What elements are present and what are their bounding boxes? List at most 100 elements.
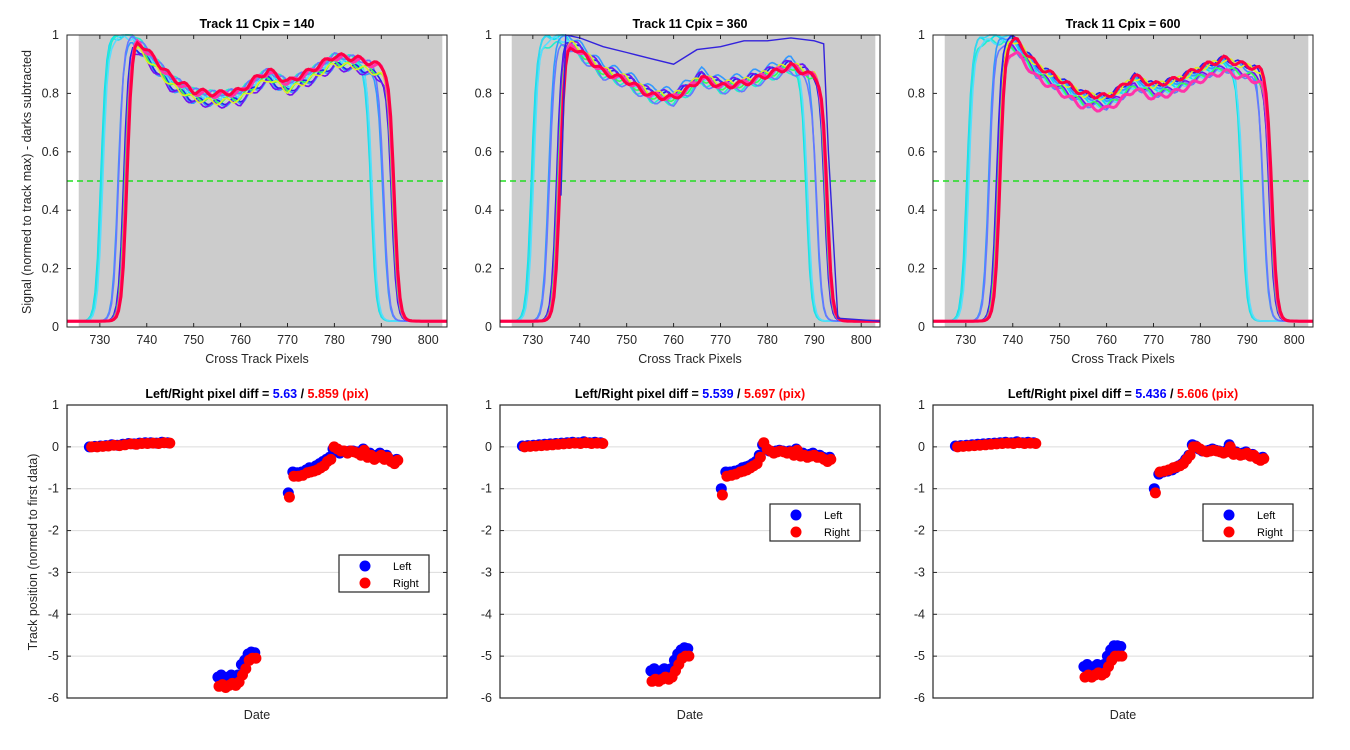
chart-title: Left/Right pixel diff = 5.63 / 5.859 (pi…	[145, 387, 368, 401]
y-tick-label: -4	[481, 607, 492, 621]
x-tick-label: 750	[1049, 333, 1070, 347]
x-tick-label: 780	[324, 333, 345, 347]
y-tick-label: 0	[918, 320, 925, 334]
legend-marker-left	[1224, 510, 1235, 521]
point-left	[1115, 641, 1126, 652]
legend: Left Right	[1203, 504, 1293, 541]
y-tick-label: 0.2	[908, 262, 925, 276]
point-right	[250, 653, 261, 664]
x-axis-label: Cross Track Pixels	[205, 352, 309, 366]
chart-panel-1: 730 740 750 760 770 780 790 800 0 0.2 0.4 0.6 0.8 1 Tr…	[42, 17, 447, 366]
y-tick-label: -5	[481, 649, 492, 663]
y-tick-label: 0.2	[42, 262, 59, 276]
y-tick-label: -5	[914, 649, 925, 663]
x-tick-label: 760	[230, 333, 251, 347]
y-tick-label: 0.4	[475, 203, 492, 217]
x-axis-label: Cross Track Pixels	[638, 352, 742, 366]
x-tick-label: 760	[1096, 333, 1117, 347]
y-tick-label: 0	[485, 320, 492, 334]
point-right	[1150, 487, 1161, 498]
y-tick-label: -4	[48, 607, 59, 621]
x-tick-label: 800	[851, 333, 872, 347]
chart-title: Track 11 Cpix = 600	[1065, 17, 1180, 31]
x-axis-label: Cross Track Pixels	[1071, 352, 1175, 366]
title-prefix: Left/Right pixel diff =	[1008, 387, 1135, 401]
x-tick-label: 790	[804, 333, 825, 347]
chart-title: Left/Right pixel diff = 5.539 / 5.697 (p…	[575, 387, 805, 401]
legend-label-left: Left	[1257, 510, 1275, 522]
y-tick-label: -2	[48, 524, 59, 538]
y-tick-label: -1	[48, 482, 59, 496]
y-tick-label: -3	[914, 565, 925, 579]
title-right-value: 5.606 (pix)	[1177, 387, 1238, 401]
legend-marker-right	[360, 578, 371, 589]
y-tick-label: 0.8	[908, 86, 925, 100]
y-tick-label: 0	[918, 440, 925, 454]
y-tick-label: 0	[52, 320, 59, 334]
title-left-value: 5.539	[702, 387, 733, 401]
x-tick-label: 800	[418, 333, 439, 347]
ylabel-top: Signal (normed to track max) - darks sub…	[20, 50, 34, 314]
x-tick-label: 800	[1284, 333, 1305, 347]
chart-panel-3: 730 740 750 760 770 780 790 800 0 0.2 0.4 0.6 0.8 1 Tr…	[908, 17, 1313, 366]
figure: Signal (normed to track max) - darks sub…	[0, 0, 1350, 750]
x-tick-label: 780	[757, 333, 778, 347]
x-tick-label: 730	[89, 333, 110, 347]
chart-title: Track 11 Cpix = 360	[632, 17, 747, 31]
x-axis-label: Date	[677, 708, 703, 722]
point-right	[325, 454, 336, 465]
x-tick-label: 770	[710, 333, 731, 347]
point-right	[1116, 651, 1127, 662]
y-tick-label: -1	[481, 482, 492, 496]
legend-marker-left	[360, 561, 371, 572]
y-tick-label: 1	[485, 398, 492, 412]
title-right-value: 5.697 (pix)	[744, 387, 805, 401]
y-tick-label: 0.6	[908, 145, 925, 159]
chart-panel-2: 730 740 750 760 770 780 790 800 0 0.2 0.4 0.6 0.8 1 Tr…	[475, 17, 880, 366]
y-tick-label: 0	[485, 440, 492, 454]
title-separator: /	[734, 387, 744, 401]
title-separator: /	[297, 387, 307, 401]
legend-label-left: Left	[824, 510, 842, 522]
x-tick-label: 780	[1190, 333, 1211, 347]
x-tick-label: 760	[663, 333, 684, 347]
point-right	[164, 438, 175, 449]
y-tick-label: 0.6	[475, 145, 492, 159]
x-tick-label: 750	[616, 333, 637, 347]
point-right	[683, 651, 694, 662]
point-right	[1030, 438, 1041, 449]
y-tick-label: -2	[481, 524, 492, 538]
y-tick-label: 1	[918, 28, 925, 42]
x-tick-label: 770	[277, 333, 298, 347]
legend-label-left: Left	[393, 561, 411, 573]
y-tick-label: -3	[481, 565, 492, 579]
title-left-value: 5.436	[1135, 387, 1166, 401]
chart-title: Track 11 Cpix = 140	[199, 17, 314, 31]
legend-label-right: Right	[393, 578, 419, 590]
y-tick-label: 1	[52, 28, 59, 42]
title-left-value: 5.63	[273, 387, 297, 401]
title-right-value: 5.859 (pix)	[308, 387, 369, 401]
y-tick-label: 1	[485, 28, 492, 42]
point-right	[597, 438, 608, 449]
y-tick-label: -5	[48, 649, 59, 663]
x-tick-label: 790	[1237, 333, 1258, 347]
legend-marker-left	[791, 510, 802, 521]
legend-label-right: Right	[824, 527, 850, 539]
y-tick-label: 0	[52, 440, 59, 454]
point-right	[717, 490, 728, 501]
y-tick-label: 0.4	[42, 203, 59, 217]
legend-marker-right	[1224, 527, 1235, 538]
x-tick-label: 730	[522, 333, 543, 347]
x-axis-label: Date	[1110, 708, 1136, 722]
y-tick-label: 1	[52, 398, 59, 412]
chart-panel-4: -6 -5 -4 -3 -2 -1 0 1 Left/Right pixel diff = 5.…	[48, 387, 447, 722]
point-right	[825, 454, 836, 465]
y-tick-label: 0.2	[475, 262, 492, 276]
y-tick-label: -6	[481, 691, 492, 705]
y-tick-label: 1	[918, 398, 925, 412]
chart-title: Left/Right pixel diff = 5.436 / 5.606 (p…	[1008, 387, 1238, 401]
x-tick-label: 740	[569, 333, 590, 347]
y-tick-label: -6	[48, 691, 59, 705]
y-tick-label: 0.8	[475, 86, 492, 100]
